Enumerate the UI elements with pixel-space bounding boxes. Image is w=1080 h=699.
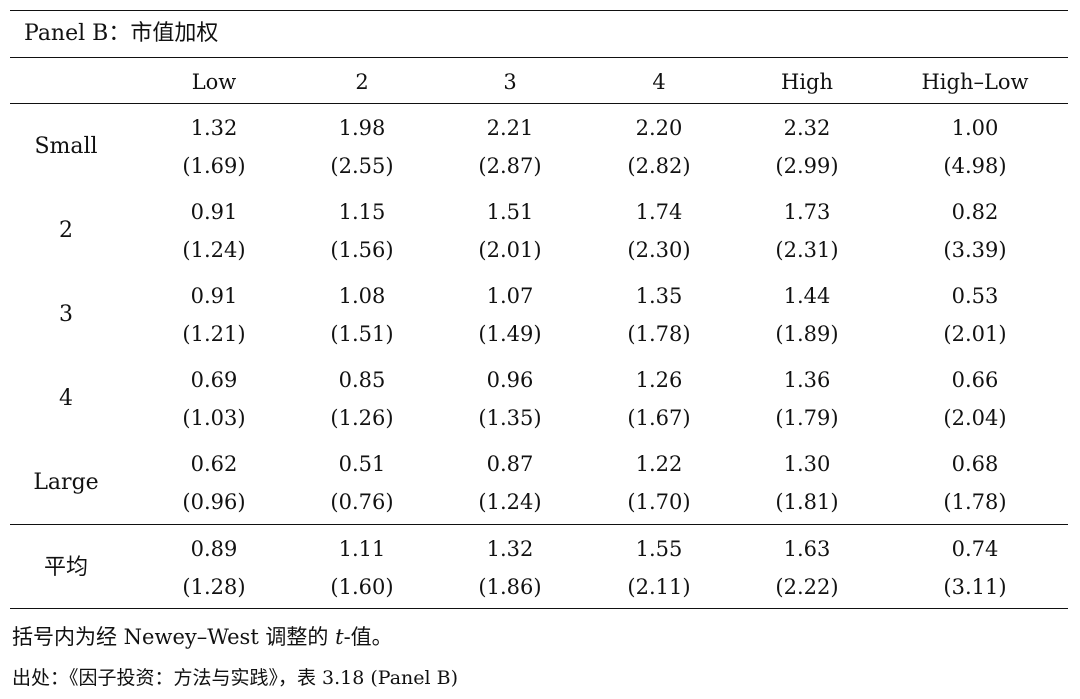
average-row-value: 1.55	[635, 537, 683, 561]
table-row-label: 2	[59, 218, 73, 243]
table-row-value: 1.00	[951, 116, 999, 140]
table-row-value: 1.32	[190, 116, 238, 140]
table-row-value: 0.53	[951, 284, 999, 308]
table-row-value: 0.91	[190, 200, 238, 224]
table-row-value: 1.35	[635, 284, 683, 308]
table-row-tstat: (2.99)	[775, 154, 839, 178]
table-row-tstat: (1.69)	[182, 154, 246, 178]
table-row-value: 1.44	[783, 284, 831, 308]
table-row-tstat: (1.24)	[478, 490, 542, 514]
average-rule	[10, 524, 1068, 525]
table-row-value: 1.51	[486, 200, 534, 224]
column-header: 4	[652, 70, 666, 94]
column-header: Low	[191, 70, 237, 94]
average-row-value: 0.74	[951, 537, 999, 561]
column-header: 3	[503, 70, 517, 94]
table-row-value: 1.30	[783, 452, 831, 476]
average-row-value: 0.89	[190, 537, 238, 561]
table-row-value: 0.69	[190, 368, 238, 392]
panel-rule	[10, 57, 1068, 58]
header-rule	[10, 103, 1068, 104]
table-row-tstat: (1.24)	[182, 238, 246, 262]
table-row-value: 1.08	[338, 284, 386, 308]
table-row-value: 1.07	[486, 284, 534, 308]
table-row-label: 3	[59, 302, 73, 327]
table-row-label: Small	[34, 134, 98, 159]
table-row-tstat: (0.76)	[330, 490, 394, 514]
average-row-tstat: (2.11)	[627, 575, 691, 599]
table-row-tstat: (2.55)	[330, 154, 394, 178]
table-row-tstat: (1.70)	[627, 490, 691, 514]
column-header: High–Low	[921, 70, 1029, 94]
table-row-value: 2.20	[635, 116, 683, 140]
table-row-tstat: (2.82)	[627, 154, 691, 178]
table-row-tstat: (1.49)	[478, 322, 542, 346]
note-suffix: -值。	[343, 625, 393, 649]
source-line: 出处：《因子投资：方法与实践》，表 3.18 (Panel B)	[12, 667, 459, 689]
table-row-tstat: (0.96)	[182, 490, 246, 514]
average-row-value: 1.32	[486, 537, 534, 561]
table-row-value: 1.26	[635, 368, 683, 392]
table-row-tstat: (1.78)	[943, 490, 1007, 514]
table-row-tstat: (2.01)	[943, 322, 1007, 346]
table-row-tstat: (1.78)	[627, 322, 691, 346]
column-header: High	[781, 70, 833, 94]
table-row-tstat: (1.26)	[330, 406, 394, 430]
table-row-value: 1.73	[783, 200, 831, 224]
top-rule	[10, 10, 1068, 11]
table-row-tstat: (2.87)	[478, 154, 542, 178]
table-row-tstat: (2.01)	[478, 238, 542, 262]
average-row-tstat: (1.86)	[478, 575, 542, 599]
table-note: 括号内为经 Newey–West 调整的 t-值。	[12, 622, 393, 652]
table-row-tstat: (1.56)	[330, 238, 394, 262]
table-row-tstat: (1.67)	[627, 406, 691, 430]
average-row-tstat: (1.60)	[330, 575, 394, 599]
average-row-value: 1.11	[338, 537, 386, 561]
note-prefix: 括号内为经 Newey–West 调整的	[12, 625, 336, 649]
table-row-tstat: (2.30)	[627, 238, 691, 262]
table-row-tstat: (1.03)	[182, 406, 246, 430]
bottom-rule	[10, 608, 1068, 609]
table-row-value: 0.66	[951, 368, 999, 392]
table-row-value: 2.21	[486, 116, 534, 140]
average-row-tstat: (2.22)	[775, 575, 839, 599]
table-row-tstat: (3.39)	[943, 238, 1007, 262]
table-row-value: 1.98	[338, 116, 386, 140]
table-row-tstat: (1.81)	[775, 490, 839, 514]
table-row-tstat: (2.31)	[775, 238, 839, 262]
average-row-tstat: (3.11)	[943, 575, 1007, 599]
table-row-tstat: (2.04)	[943, 406, 1007, 430]
table-row-label: Large	[33, 470, 99, 495]
table-row-value: 0.68	[951, 452, 999, 476]
column-header: 2	[355, 70, 369, 94]
table-row-tstat: (1.79)	[775, 406, 839, 430]
table-row-value: 2.32	[783, 116, 831, 140]
table-row-tstat: (1.35)	[478, 406, 542, 430]
table-row-value: 1.74	[635, 200, 683, 224]
table-row-value: 0.91	[190, 284, 238, 308]
average-row-tstat: (1.28)	[182, 575, 246, 599]
table-row-tstat: (1.89)	[775, 322, 839, 346]
table-row-value: 0.82	[951, 200, 999, 224]
table-row-value: 1.15	[338, 200, 386, 224]
note-italic: t	[335, 625, 344, 649]
table-row-value: 0.87	[486, 452, 534, 476]
table-row-value: 1.22	[635, 452, 683, 476]
table-row-value: 0.62	[190, 452, 238, 476]
table-row-value: 1.36	[783, 368, 831, 392]
table-row-label: 4	[59, 386, 73, 411]
average-row-label: 平均	[43, 555, 89, 580]
table-row-value: 0.85	[338, 368, 386, 392]
table-row-tstat: (4.98)	[943, 154, 1007, 178]
panel-title: Panel B：市值加权	[24, 21, 219, 46]
table-row-tstat: (1.21)	[182, 322, 246, 346]
table-row-value: 0.51	[338, 452, 386, 476]
table-row-tstat: (1.51)	[330, 322, 394, 346]
table-row-value: 0.96	[486, 368, 534, 392]
average-row-value: 1.63	[783, 537, 831, 561]
